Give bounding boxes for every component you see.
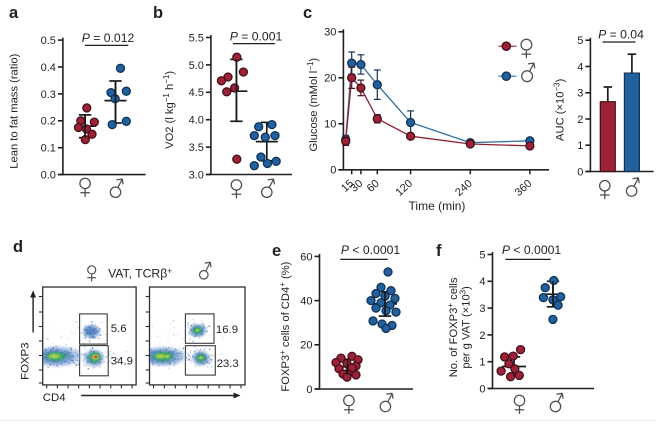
svg-text:0: 0 xyxy=(479,383,485,395)
svg-text:No. of FOXP3+ cells: No. of FOXP3+ cells xyxy=(446,277,460,377)
svg-text:5: 5 xyxy=(479,249,485,261)
svg-text:2: 2 xyxy=(479,330,485,342)
svg-text:c: c xyxy=(303,4,312,22)
svg-text:CD4: CD4 xyxy=(43,392,66,404)
svg-text:4.0: 4.0 xyxy=(189,115,204,127)
svg-text:3: 3 xyxy=(577,88,583,100)
svg-text:b: b xyxy=(153,4,163,22)
svg-text:0: 0 xyxy=(306,384,312,396)
svg-text:0: 0 xyxy=(330,165,336,177)
svg-text:1: 1 xyxy=(479,357,485,369)
svg-text:10: 10 xyxy=(324,119,336,131)
svg-text:P < 0.0001: P < 0.0001 xyxy=(502,243,562,257)
svg-text:VAT, TCRβ+: VAT, TCRβ+ xyxy=(108,266,172,280)
svg-text:d: d xyxy=(13,238,23,256)
svg-text:0.0: 0.0 xyxy=(41,170,56,182)
svg-text:0.1: 0.1 xyxy=(41,143,56,155)
svg-text:Lean to fat mass (ratio): Lean to fat mass (ratio) xyxy=(9,53,21,168)
svg-text:P = 0.04: P = 0.04 xyxy=(598,27,644,41)
svg-text:3: 3 xyxy=(479,303,485,315)
svg-text:P = 0.001: P = 0.001 xyxy=(230,29,283,43)
svg-text:3.0: 3.0 xyxy=(189,169,204,181)
svg-text:0: 0 xyxy=(577,166,583,178)
svg-text:4.5: 4.5 xyxy=(189,87,204,99)
svg-text:34.9: 34.9 xyxy=(111,356,133,368)
svg-text:0.2: 0.2 xyxy=(41,116,56,128)
svg-text:4: 4 xyxy=(479,276,485,288)
svg-text:5: 5 xyxy=(577,35,583,47)
svg-text:4: 4 xyxy=(577,61,583,73)
svg-text:0.5: 0.5 xyxy=(41,35,56,47)
svg-text:e: e xyxy=(272,242,281,260)
svg-text:per g VAT (×103): per g VAT (×103) xyxy=(459,286,473,369)
svg-text:f: f xyxy=(436,242,442,260)
svg-text:20: 20 xyxy=(300,340,312,352)
svg-text:Time (min): Time (min) xyxy=(409,199,466,213)
svg-text:P < 0.0001: P < 0.0001 xyxy=(341,243,401,257)
svg-text:0.4: 0.4 xyxy=(41,62,56,74)
svg-text:P = 0.012: P = 0.012 xyxy=(82,31,135,45)
svg-text:3.5: 3.5 xyxy=(189,142,204,154)
svg-text:20: 20 xyxy=(324,73,336,85)
svg-text:30: 30 xyxy=(324,27,336,39)
svg-text:60: 60 xyxy=(300,251,312,263)
svg-text:Glucose (mMol l−1): Glucose (mMol l−1) xyxy=(306,58,320,152)
svg-text:FOXP3: FOXP3 xyxy=(20,343,32,380)
svg-text:a: a xyxy=(9,4,19,22)
svg-text:VO2 (l kg−1 h−1): VO2 (l kg−1 h−1) xyxy=(162,71,176,149)
svg-text:0.3: 0.3 xyxy=(41,89,56,101)
svg-text:5.6: 5.6 xyxy=(111,323,127,335)
svg-text:5.0: 5.0 xyxy=(189,60,204,72)
svg-text:5.5: 5.5 xyxy=(189,32,204,44)
svg-text:2: 2 xyxy=(577,114,583,126)
svg-text:16.9: 16.9 xyxy=(216,324,238,336)
svg-text:23.3: 23.3 xyxy=(217,358,239,370)
svg-text:AUC (×10−3): AUC (×10−3) xyxy=(553,78,567,141)
svg-text:40: 40 xyxy=(300,296,312,308)
svg-text:1: 1 xyxy=(577,140,583,152)
svg-text:FOXP3+ cells of CD4+ (%): FOXP3+ cells of CD4+ (%) xyxy=(278,261,292,391)
